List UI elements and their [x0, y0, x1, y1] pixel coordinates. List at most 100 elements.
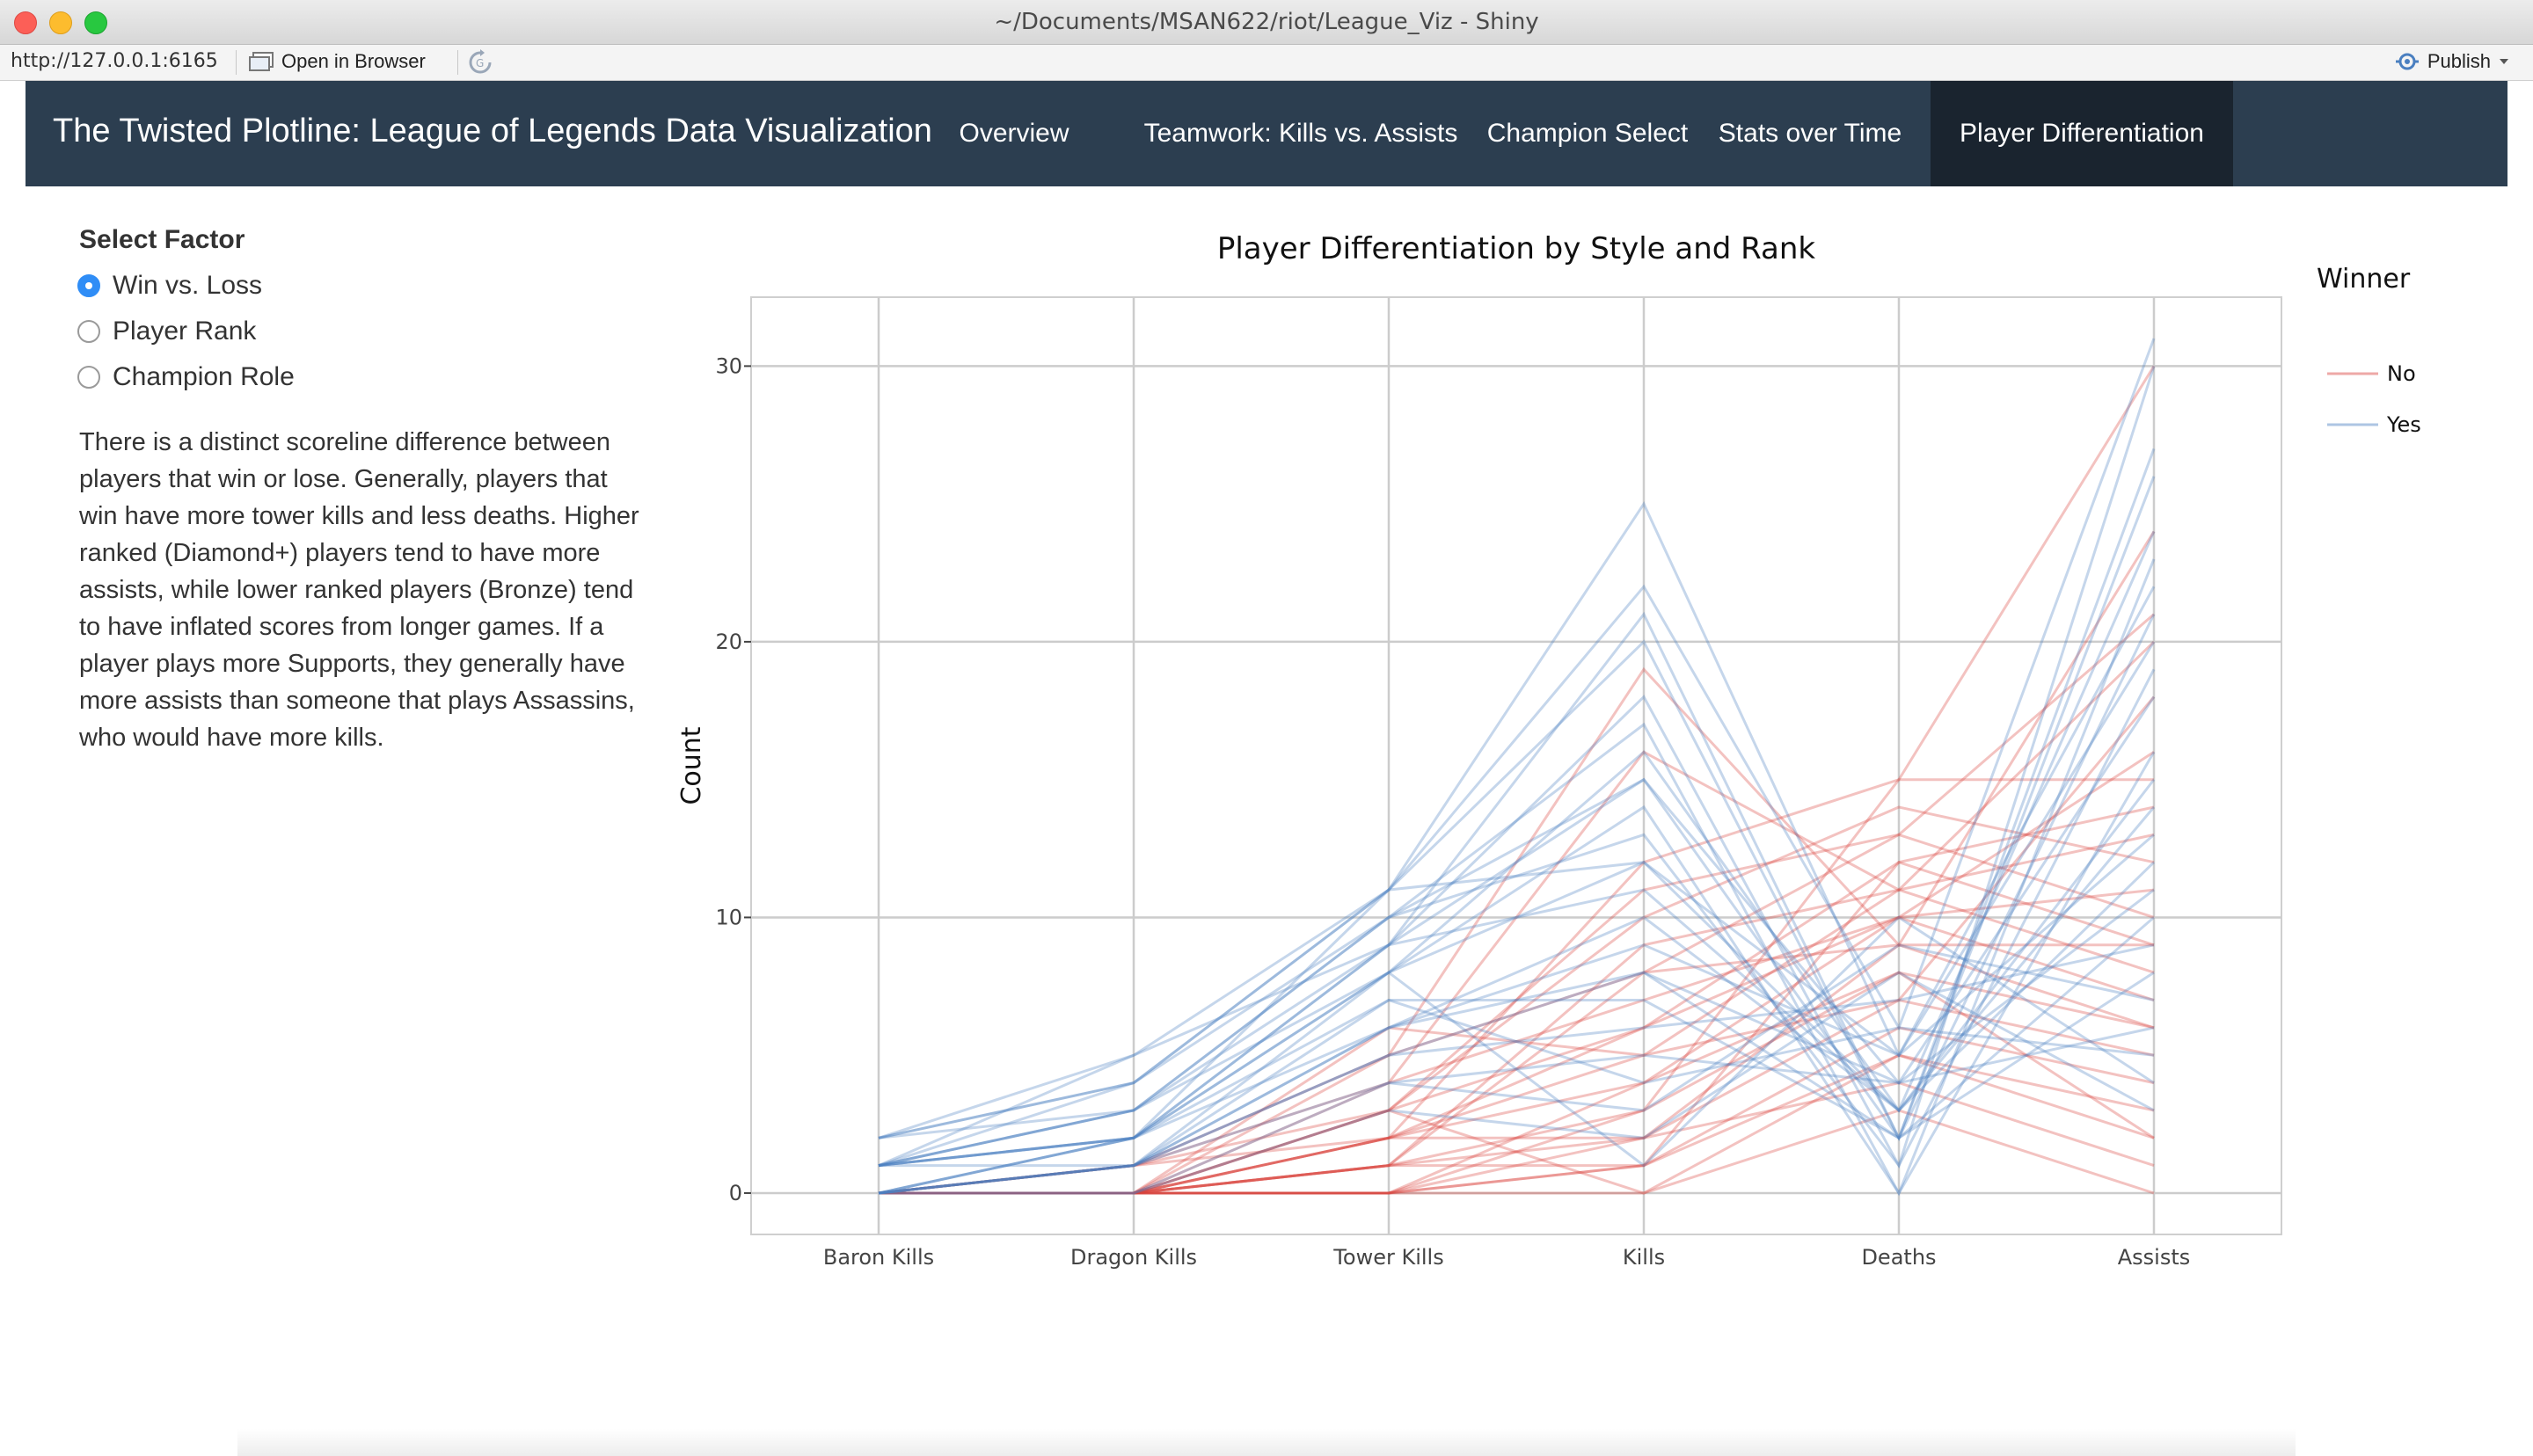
series-line-yes [878, 806, 2156, 1168]
series-line-yes [878, 476, 2156, 1168]
parallel-coordinates-chart: Player Differentiation by Style and Rank… [676, 231, 2421, 1270]
series-line-no [879, 1053, 2155, 1195]
series-line-yes [878, 751, 2156, 1196]
legend-title: Winner [2317, 264, 2411, 295]
series-line-no [879, 833, 2155, 1195]
series-line-yes [878, 915, 2155, 1195]
series-line-yes [878, 778, 2156, 1195]
tab-player-differentiation[interactable]: Player Differentiation [1931, 81, 2233, 186]
y-tick-label: 10 [715, 905, 742, 929]
series-line-no [879, 530, 2156, 1195]
radio-button-checked[interactable] [77, 274, 100, 297]
series-line-no [879, 695, 2156, 1195]
browser-icon [249, 52, 274, 71]
bottom-shadow [237, 1429, 2296, 1456]
series-line-yes [878, 668, 2156, 1168]
radio-champion-role[interactable]: Champion Role [77, 362, 295, 392]
navbar: The Twisted Plotline: League of Legends … [26, 81, 2507, 186]
series-line-no [879, 833, 2155, 1195]
open-in-browser-button[interactable]: Open in Browser [248, 50, 426, 73]
radio-label: Win vs. Loss [113, 271, 263, 300]
tab-teamwork[interactable]: Teamwork: Kills vs. Assists [1143, 119, 1458, 148]
series-line-yes [878, 558, 2156, 1197]
x-tick-label: Tower Kills [1332, 1245, 1443, 1270]
legend-label-no: No [2387, 361, 2416, 386]
series-line-no [879, 805, 2155, 1195]
window-title: ~/Documents/MSAN622/riot/League_Viz - Sh… [994, 9, 1539, 35]
series-line-yes [878, 501, 2156, 1139]
series-line-yes [878, 365, 2156, 1169]
series-line-yes [878, 861, 2156, 1195]
open-in-browser-label: Open in Browser [281, 50, 426, 72]
tab-stats-over-time[interactable]: Stats over Time [1718, 119, 1902, 148]
radio-button[interactable] [77, 366, 100, 389]
series-line-yes [878, 834, 2155, 1168]
series-line-yes [878, 888, 2155, 1195]
series-line-yes [878, 971, 2155, 1195]
y-tick-label: 0 [729, 1181, 742, 1205]
y-tick-label: 30 [715, 353, 742, 378]
series-line-no [879, 751, 2155, 1195]
window-zoom-button[interactable] [84, 11, 107, 34]
series-line-no [879, 998, 2155, 1195]
series-line-yes [878, 943, 2155, 1195]
legend-label-yes: Yes [2386, 412, 2421, 437]
series-line-yes [878, 998, 2155, 1195]
series-line-yes [878, 613, 2156, 1167]
series-line-no [879, 1053, 2155, 1195]
app-brand[interactable]: The Twisted Plotline: League of Legends … [53, 113, 932, 149]
x-tick-label: Assists [2118, 1245, 2191, 1270]
svg-text:G: G [476, 57, 484, 69]
series-line-no [879, 1081, 2155, 1195]
publish-icon [2395, 53, 2419, 70]
refresh-icon[interactable]: G [466, 48, 494, 76]
series-line-yes [878, 916, 2155, 1195]
series-line-no [878, 640, 2156, 1195]
series-line-yes [879, 971, 2155, 1195]
toolbar-separator [457, 50, 458, 75]
tab-champion-select[interactable]: Champion Select [1486, 119, 1689, 148]
description-text: There is a distinct scoreline difference… [79, 428, 639, 752]
series-line-no [879, 613, 2155, 1195]
series-line-yes [879, 641, 2156, 1168]
y-tick-label: 20 [715, 630, 742, 654]
y-axis-label: Count [676, 726, 707, 804]
series-line-no [878, 971, 2155, 1195]
series-line-yes [878, 448, 2156, 1168]
radio-button[interactable] [77, 320, 100, 343]
toolbar-separator [236, 50, 237, 75]
select-factor-label: Select Factor [79, 225, 245, 254]
plot-panel [750, 296, 2282, 1235]
series-line-no [879, 888, 2155, 1195]
radio-label: Player Rank [113, 317, 257, 346]
series-line-no [879, 943, 2155, 1195]
series-line-yes [879, 1026, 2155, 1195]
radio-label: Champion Role [113, 362, 295, 391]
series-line-no [879, 971, 2155, 1195]
chart-title: Player Differentiation by Style and Rank [1217, 231, 1816, 266]
window-minimize-button[interactable] [49, 11, 72, 34]
series-line-no [878, 861, 2155, 1195]
series-line-yes [878, 338, 2156, 1139]
x-tick-label: Dragon Kills [1070, 1245, 1197, 1270]
series-line-no [879, 365, 2156, 1195]
series-line-yes [878, 695, 2156, 1168]
x-tick-label: Kills [1623, 1245, 1665, 1270]
series-line-yes [878, 530, 2156, 1168]
window-titlebar: ~/Documents/MSAN622/riot/League_Viz - Sh… [0, 0, 2533, 45]
radio-player-rank[interactable]: Player Rank [77, 317, 256, 346]
publish-button[interactable]: Publish [2394, 50, 2510, 73]
series-line-no [879, 778, 2154, 1195]
tab-overview[interactable]: Overview [959, 119, 1069, 148]
radio-win-vs-loss[interactable]: Win vs. Loss [77, 271, 262, 301]
x-tick-label: Baron Kills [823, 1245, 934, 1270]
chevron-down-icon[interactable] [2498, 57, 2510, 66]
series-line-no [879, 805, 2155, 1195]
series-line-no [878, 943, 2154, 1195]
window-close-button[interactable] [14, 11, 37, 34]
series-line-no [879, 915, 2155, 1195]
publish-label: Publish [2427, 50, 2491, 72]
viewer-toolbar: http://127.0.0.1:6165 Open in Browser G … [0, 45, 2533, 81]
series-line-yes [878, 943, 2155, 1195]
series-line-no [879, 1109, 2155, 1195]
